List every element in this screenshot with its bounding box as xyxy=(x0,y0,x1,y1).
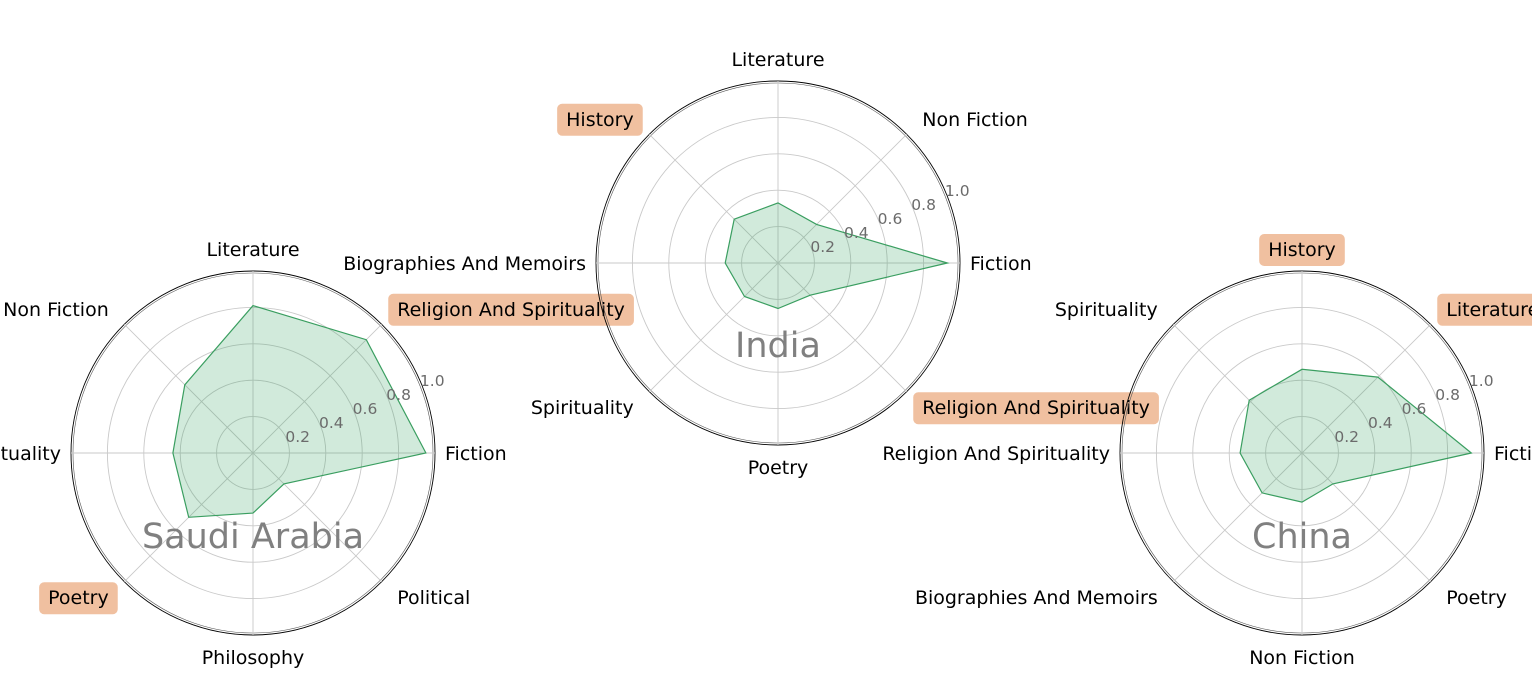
tick-label: 0.6 xyxy=(353,400,378,418)
category-label: Literature xyxy=(731,49,824,71)
highlight-box xyxy=(388,293,634,326)
tick-label: 0.8 xyxy=(386,386,411,404)
highlight-box xyxy=(1259,234,1345,266)
category-history: History xyxy=(557,103,643,136)
spoke xyxy=(252,323,383,454)
category-label: Biographies And Memoirs xyxy=(915,587,1158,609)
category-label: Spirituality xyxy=(1055,299,1158,321)
highlight-box xyxy=(913,392,1159,425)
spoke xyxy=(1301,452,1432,583)
category-label: Spirituality xyxy=(531,397,634,419)
tick-label: 0.6 xyxy=(878,210,903,228)
category-label: Fiction xyxy=(970,253,1032,275)
category-religion-and-spirituality: Religion And Spirituality xyxy=(882,443,1110,465)
category-spirituality: Spirituality xyxy=(1055,299,1158,321)
category-label: Non Fiction xyxy=(3,299,109,321)
category-label: Fiction xyxy=(1494,443,1532,465)
category-label: Literature xyxy=(206,239,299,261)
spoke xyxy=(252,452,383,583)
tick-label: 0.8 xyxy=(1435,386,1460,404)
category-fiction: Fiction xyxy=(1494,443,1532,465)
category-label: Philosophy xyxy=(202,647,305,669)
spoke xyxy=(1301,323,1432,454)
tick-label: 1.0 xyxy=(945,182,970,200)
spoke xyxy=(1172,323,1303,454)
category-label: Poetry xyxy=(1446,587,1507,609)
category-literature: Literature xyxy=(731,49,824,71)
tick-label: 0.2 xyxy=(1334,428,1359,446)
category-history: History xyxy=(1259,234,1345,266)
tick-label: 0.4 xyxy=(1368,414,1393,432)
spoke xyxy=(777,133,908,264)
category-label: Religion And Spirituality xyxy=(922,397,1150,419)
highlight-box xyxy=(1437,293,1532,326)
category-label: Literature xyxy=(1446,299,1532,321)
data-polygon xyxy=(172,304,427,518)
category-poetry: Poetry xyxy=(1446,587,1507,609)
category-religion-and-spirituality: Religion And Spirituality xyxy=(388,293,634,326)
highlight-box xyxy=(39,582,118,615)
category-poetry: Poetry xyxy=(39,582,118,615)
spoke xyxy=(648,133,779,264)
category-spirituality: Spirituality xyxy=(531,397,634,419)
spoke xyxy=(123,323,254,454)
tick-label: 1.0 xyxy=(1469,372,1494,390)
category-religion-and-spirituality: Religion And Spirituality xyxy=(913,392,1159,425)
tick-label: 0.2 xyxy=(285,428,310,446)
category-literature: Literature xyxy=(1437,293,1532,326)
category-label: History xyxy=(1268,239,1336,261)
category-label: Non Fiction xyxy=(922,109,1028,131)
category-label: History xyxy=(566,109,634,131)
category-biographies-and-memoirs: Biographies And Memoirs xyxy=(343,253,586,275)
category-label: Religion And Spirituality xyxy=(397,299,625,321)
tick-label: 0.4 xyxy=(319,414,344,432)
category-literature: Literature xyxy=(206,239,299,261)
category-biographies-and-memoirs: Biographies And Memoirs xyxy=(915,587,1158,609)
spoke xyxy=(1172,452,1303,583)
category-label: Non Fiction xyxy=(1249,647,1355,669)
highlight-box xyxy=(557,103,643,136)
category-label: Political xyxy=(397,587,470,609)
category-non-fiction: Non Fiction xyxy=(922,109,1028,131)
category-label: Fiction xyxy=(445,443,507,465)
radar-chart-china: 0.2 0.4 0.6 0.8 1.0 Fiction Literature History S… xyxy=(882,234,1532,669)
country-label: China xyxy=(1252,517,1352,557)
category-label: Biographies And Memoirs xyxy=(343,253,586,275)
category-political: Political xyxy=(397,587,470,609)
spoke xyxy=(648,262,779,393)
tick-label: 1.0 xyxy=(420,372,445,390)
tick-label: 0.8 xyxy=(911,196,936,214)
country-label: India xyxy=(735,326,821,366)
category-spirituality: Spirituality xyxy=(0,443,61,465)
tick-label: 0.4 xyxy=(844,224,869,242)
category-non-fiction: Non Fiction xyxy=(3,299,109,321)
category-non-fiction: Non Fiction xyxy=(1249,647,1355,669)
category-label: Religion And Spirituality xyxy=(882,443,1110,465)
radar-chart-india: 0.2 0.4 0.6 0.8 1.0 Fiction Non Fiction Literat… xyxy=(343,49,1159,479)
category-label: Poetry xyxy=(748,457,809,479)
category-poetry: Poetry xyxy=(748,457,809,479)
category-fiction: Fiction xyxy=(970,253,1032,275)
category-philosophy: Philosophy xyxy=(202,647,305,669)
category-label: Spirituality xyxy=(0,443,61,465)
radar-chart-saudi-arabia: 0.2 0.4 0.6 0.8 1.0 Fiction Religion And Spiri… xyxy=(0,239,634,669)
country-label: Saudi Arabia xyxy=(142,517,364,557)
tick-label: 0.6 xyxy=(1402,400,1427,418)
category-label: Poetry xyxy=(48,587,109,609)
spoke xyxy=(777,262,908,393)
category-fiction: Fiction xyxy=(445,443,507,465)
tick-label: 0.2 xyxy=(810,238,835,256)
